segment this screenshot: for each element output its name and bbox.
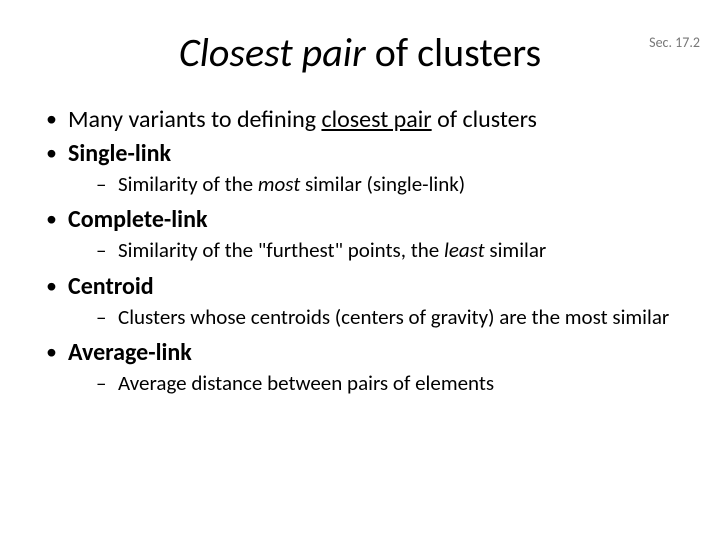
list-item: Clusters whose centroids (centers of gra… <box>96 304 676 330</box>
list-item: Complete-link Similarity of the "furthes… <box>44 205 676 263</box>
text: of clusters <box>432 105 537 134</box>
title-italic: Closest pair <box>179 28 366 77</box>
underlined-text: closest pair <box>321 105 431 134</box>
slide: Sec. 17.2 Closest pair of clusters Many … <box>0 28 720 540</box>
list-item: Average distance between pairs of elemen… <box>96 370 676 396</box>
bold-text: Average-link <box>68 338 192 367</box>
italic-text: least <box>444 237 485 263</box>
slide-body: Many variants to defining closest pair o… <box>0 105 720 396</box>
list-item: Single-link Similarity of the most simil… <box>44 139 676 197</box>
list-item: Similarity of the most similar (single-l… <box>96 171 676 197</box>
slide-title: Closest pair of clusters <box>0 28 720 77</box>
text: Clusters whose centroids (centers of gra… <box>118 304 669 330</box>
text: Similarity of the <box>118 171 258 197</box>
text: similar (single-link) <box>300 171 465 197</box>
sub-list: Similarity of the most similar (single-l… <box>68 171 676 197</box>
title-rest: of clusters <box>366 28 541 77</box>
italic-text: most <box>258 171 300 197</box>
text: similar <box>485 237 547 263</box>
list-item: Many variants to defining closest pair o… <box>44 105 676 135</box>
list-item: Similarity of the "furthest" points, the… <box>96 237 676 263</box>
list-item: Average-link Average distance between pa… <box>44 338 676 396</box>
bullet-list: Many variants to defining closest pair o… <box>44 105 676 396</box>
bold-text: Complete-link <box>68 205 207 234</box>
sub-list: Similarity of the "furthest" points, the… <box>68 237 676 263</box>
sub-list: Clusters whose centroids (centers of gra… <box>68 304 676 330</box>
bold-text: Centroid <box>68 272 154 301</box>
sub-list: Average distance between pairs of elemen… <box>68 370 676 396</box>
text: Similarity of the "furthest" points, the <box>118 237 444 263</box>
text: Many variants to defining <box>68 105 321 134</box>
section-label: Sec. 17.2 <box>649 34 700 51</box>
list-item: Centroid Clusters whose centroids (cente… <box>44 272 676 330</box>
text: Average distance between pairs of elemen… <box>118 370 494 396</box>
bold-text: Single-link <box>68 139 171 168</box>
